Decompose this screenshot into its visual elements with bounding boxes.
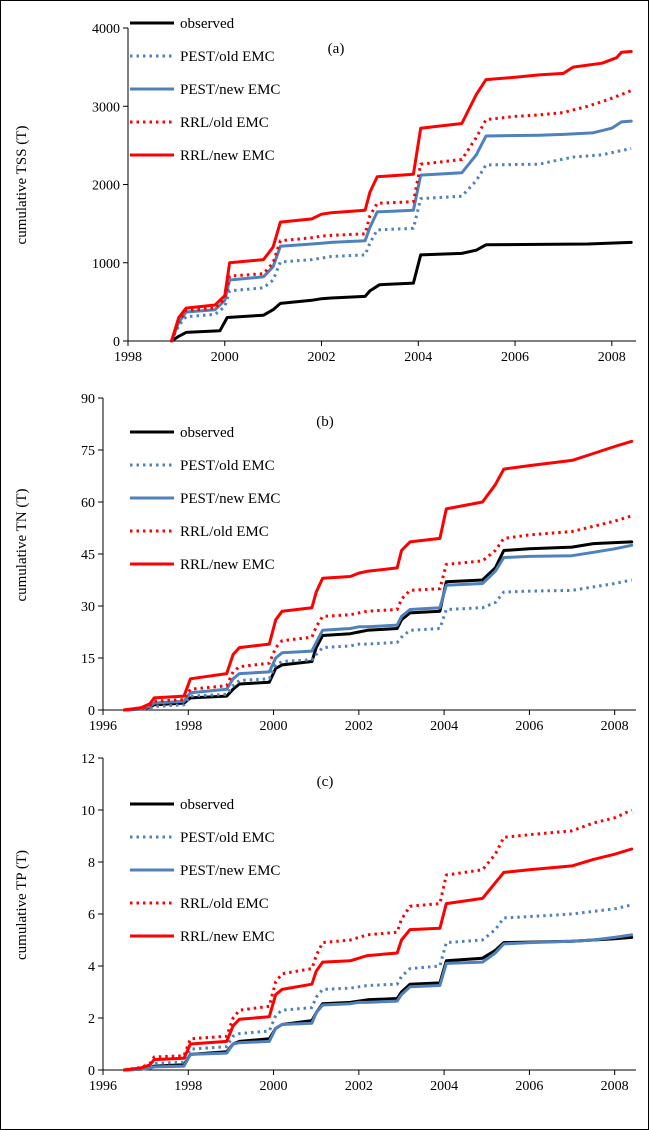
x-tick-label: 2002 xyxy=(345,1079,373,1094)
legend-label-rrl-new-emc: RRL/new EMC xyxy=(180,929,275,945)
y-tick-label: 0 xyxy=(88,704,95,719)
legend-a: observed PEST/old EMC PEST/new EMC RRL/old … xyxy=(130,16,280,164)
y-tick-label: 10 xyxy=(81,804,95,819)
x-tick-label: 2006 xyxy=(515,1079,543,1094)
x-tick-label: 2006 xyxy=(501,350,529,365)
series-line-b-pest-new-emc xyxy=(122,543,634,712)
legend-label-observed: observed xyxy=(180,16,235,32)
y-tick-label: 15 xyxy=(81,652,95,667)
y-tick-label: 2000 xyxy=(92,179,120,194)
x-tick-label: 2008 xyxy=(598,350,626,365)
panel-label-c: (c) xyxy=(317,774,334,790)
y-tick-label: 3000 xyxy=(92,100,120,115)
y-tick-label: 8 xyxy=(88,856,95,871)
series-line-b-observed xyxy=(122,540,634,712)
y-tick-label: 6 xyxy=(88,908,95,923)
panel-label-a: (a) xyxy=(328,41,345,57)
series-line-a-rrl-old-emc xyxy=(170,89,632,342)
legend-label-pest-old-emc: PEST/old EMC xyxy=(180,49,275,65)
y-tick-label: 1000 xyxy=(92,257,120,272)
x-tick-label: 2000 xyxy=(260,1079,288,1094)
x-tick-label: 1998 xyxy=(114,350,142,365)
series-line-a-pest-old-emc xyxy=(170,147,632,342)
y-tick-label: 90 xyxy=(81,392,95,407)
y-tick-label: 12 xyxy=(81,752,95,767)
x-tick-label: 2000 xyxy=(260,719,288,734)
x-tick-label: 2002 xyxy=(345,719,373,734)
y-tick-label: 0 xyxy=(113,335,120,350)
y-axis-label-b: cumulative TN (T) xyxy=(14,488,30,601)
y-axis-label-c: cumulative TP (T) xyxy=(14,850,30,960)
y-axis-label-a: cumulative TSS (T) xyxy=(14,126,30,245)
series-line-c-pest-new-emc xyxy=(122,933,634,1072)
x-tick-label: 1998 xyxy=(174,1079,202,1094)
legend-label-rrl-new-emc: RRL/new EMC xyxy=(180,557,275,573)
series-line-a-rrl-new-emc xyxy=(170,50,633,343)
x-tick-label: 1996 xyxy=(89,1079,117,1094)
y-tick-label: 4 xyxy=(88,960,95,975)
x-tick-label: 1998 xyxy=(174,719,202,734)
y-tick-label: 45 xyxy=(81,548,95,563)
x-tick-label: 2004 xyxy=(430,719,458,734)
x-tick-label: 2002 xyxy=(308,350,336,365)
legend-label-rrl-old-emc: RRL/old EMC xyxy=(180,115,269,131)
series-line-c-rrl-new-emc xyxy=(122,847,634,1072)
y-tick-label: 75 xyxy=(81,444,95,459)
legend-label-rrl-old-emc: RRL/old EMC xyxy=(180,896,269,912)
series-line-b-rrl-new-emc xyxy=(122,439,634,712)
panel-c: (c) cumulative TP (T) 0 2 4 6 8 10 12 1996 1998 2… xyxy=(14,752,636,1094)
y-tick-label: 0 xyxy=(88,1064,95,1079)
y-tick-label: 4000 xyxy=(92,22,120,37)
series-line-c-rrl-old-emc xyxy=(124,808,633,1072)
x-tick-label: 2006 xyxy=(515,719,543,734)
y-tick-label: 2 xyxy=(88,1012,95,1027)
series-line-b-pest-old-emc xyxy=(124,578,633,712)
panel-label-b: (b) xyxy=(316,414,334,430)
panel-b: (b) cumulative TN (T) 0 15 30 45 60 75 90 1996 1… xyxy=(14,392,636,734)
legend-label-pest-new-emc: PEST/new EMC xyxy=(180,491,280,507)
legend-label-rrl-old-emc: RRL/old EMC xyxy=(180,524,269,540)
legend-label-pest-new-emc: PEST/new EMC xyxy=(180,863,280,879)
x-tick-label: 2004 xyxy=(404,350,432,365)
legend-label-pest-new-emc: PEST/new EMC xyxy=(180,82,280,98)
legend-label-pest-old-emc: PEST/old EMC xyxy=(180,458,275,474)
legend-label-observed: observed xyxy=(180,425,235,441)
panel-a: (a) cumulative TSS (T) 0 1000 2000 3000 4000… xyxy=(14,16,636,365)
legend-label-observed: observed xyxy=(180,797,235,813)
series-line-a-observed xyxy=(170,240,633,343)
y-tick-label: 30 xyxy=(81,600,95,615)
legend-b: observed PEST/old EMC PEST/new EMC RRL/old … xyxy=(130,425,280,573)
y-tick-label: 60 xyxy=(81,496,95,511)
x-tick-label: 1996 xyxy=(89,719,117,734)
x-tick-label: 2008 xyxy=(601,1079,629,1094)
x-tick-label: 2004 xyxy=(430,1079,458,1094)
legend-c: observed PEST/old EMC PEST/new EMC RRL/old … xyxy=(130,797,280,945)
legend-label-rrl-new-emc: RRL/new EMC xyxy=(180,148,275,164)
x-tick-label: 2008 xyxy=(601,719,629,734)
legend-label-pest-old-emc: PEST/old EMC xyxy=(180,830,275,846)
x-tick-label: 2000 xyxy=(211,350,239,365)
